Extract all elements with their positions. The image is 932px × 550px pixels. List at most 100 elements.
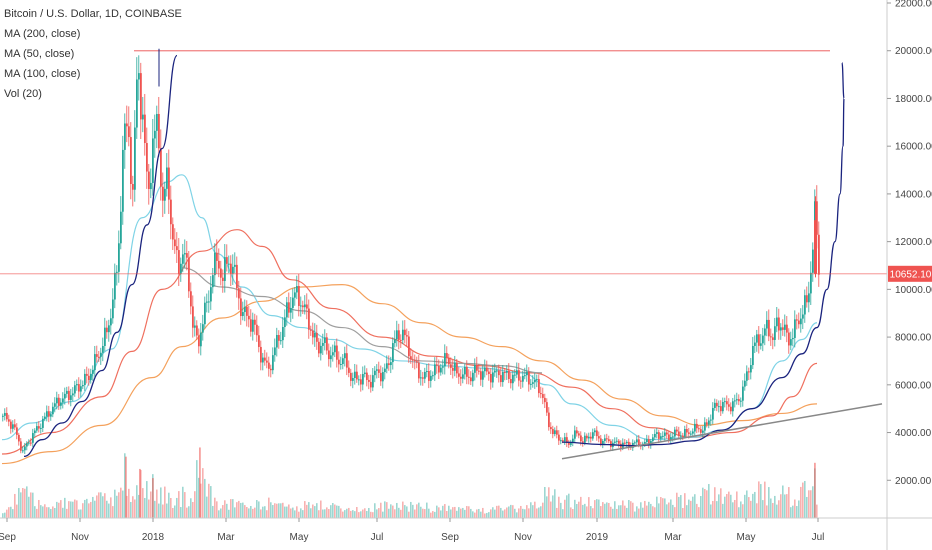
candle-body [160,148,162,187]
candle-body [152,138,154,183]
volume-bar [336,505,338,518]
candle-body [428,371,430,381]
volume-bar [348,507,350,518]
volume-bar [642,507,644,518]
volume-bar [412,504,414,518]
candle-body [100,352,102,357]
volume-bar [424,509,426,518]
volume-bar [550,501,552,518]
candle-body [198,335,200,347]
volume-bar [52,506,54,518]
legend-ma50[interactable]: MA (50, close) [4,48,75,60]
volume-bar [212,505,214,518]
candle-body [374,370,376,376]
candle-body [448,357,450,365]
price-axis[interactable]: 2000.00 4000.00 6000.00 8000.00 10000.00 1200… [886,0,932,550]
candle-body [780,327,782,331]
legend-ma200[interactable]: MA (200, close) [4,28,81,40]
candle-body [438,365,440,373]
candle-body [570,442,572,445]
candle-body [660,436,662,439]
volume-bar [160,487,162,518]
volume-bar [128,488,130,518]
volume-bar [150,491,152,518]
legend-vol[interactable]: Vol (20) [4,88,42,100]
candle-body [316,332,318,342]
volume-spike [152,478,154,518]
candle-body [96,354,98,357]
candle-body [184,253,186,255]
candle-body [128,126,130,138]
volume-bar [10,506,12,518]
volume-bar [684,493,686,518]
candle-body [292,297,294,308]
candle-body [120,211,122,244]
candle-body [370,381,372,388]
candle-body [208,301,210,303]
volume-bar [338,505,340,518]
candle-body [332,352,334,356]
candle-body [478,370,480,372]
volume-bar [290,508,292,518]
candle-body [282,327,284,341]
y-tick-label: 6000.00 [895,380,932,391]
time-axis[interactable]: Sep Nov 2018 Mar May Jul Sep Nov 2019 Mar May Jul [0,517,932,543]
candle-body [228,263,230,265]
legend-ma100[interactable]: MA (100, close) [4,68,81,80]
volume-bar [434,511,436,518]
volume-bar [668,502,670,518]
candle-body [218,260,220,269]
candle-body [116,271,118,273]
volume-bar [16,504,18,518]
candle-body [284,317,286,328]
volume-bar [158,503,160,518]
volume-bar [320,500,322,518]
candle-body [572,438,574,443]
candle-body [352,378,354,381]
candle-body [258,335,260,347]
volume-bar [234,507,236,518]
volume-bar [686,505,688,518]
candle-body [714,402,716,408]
candle-body [406,335,408,337]
volume-bars [2,447,818,518]
candle-body [694,423,696,432]
volume-bar [116,495,118,518]
candle-body [280,340,282,342]
candle-body [716,402,718,407]
candle-body [656,432,658,434]
candle-body [720,406,722,412]
candle-body [136,79,138,128]
candle-body [818,234,820,275]
volume-bar [716,501,718,518]
candle-body [144,114,146,144]
volume-bar [740,501,742,518]
candle-body [210,287,212,302]
volume-bar [198,477,200,518]
candle-body [764,328,766,336]
volume-bar [100,492,102,518]
candle-body [538,379,540,394]
volume-bar [626,507,628,518]
candle-body [342,358,344,364]
candle-body [808,293,810,303]
volume-bar [18,488,20,518]
candle-body [528,371,530,385]
candle-body [744,380,746,387]
candle-body [426,371,428,373]
candle-body [470,377,472,382]
volume-bar [578,501,580,518]
candle-body [124,123,126,150]
volume-bar [352,510,354,518]
candle-body [442,366,444,368]
ma-gray-line [181,267,543,374]
volume-bar [358,512,360,518]
chart-title[interactable]: Bitcoin / U.S. Dollar, 1D, COINBASE [4,8,182,20]
candle-body [776,317,778,327]
volume-bar [370,511,372,518]
volume-bar [66,508,68,518]
volume-bar [278,503,280,518]
volume-bar [658,503,660,518]
volume-bar [58,502,60,518]
